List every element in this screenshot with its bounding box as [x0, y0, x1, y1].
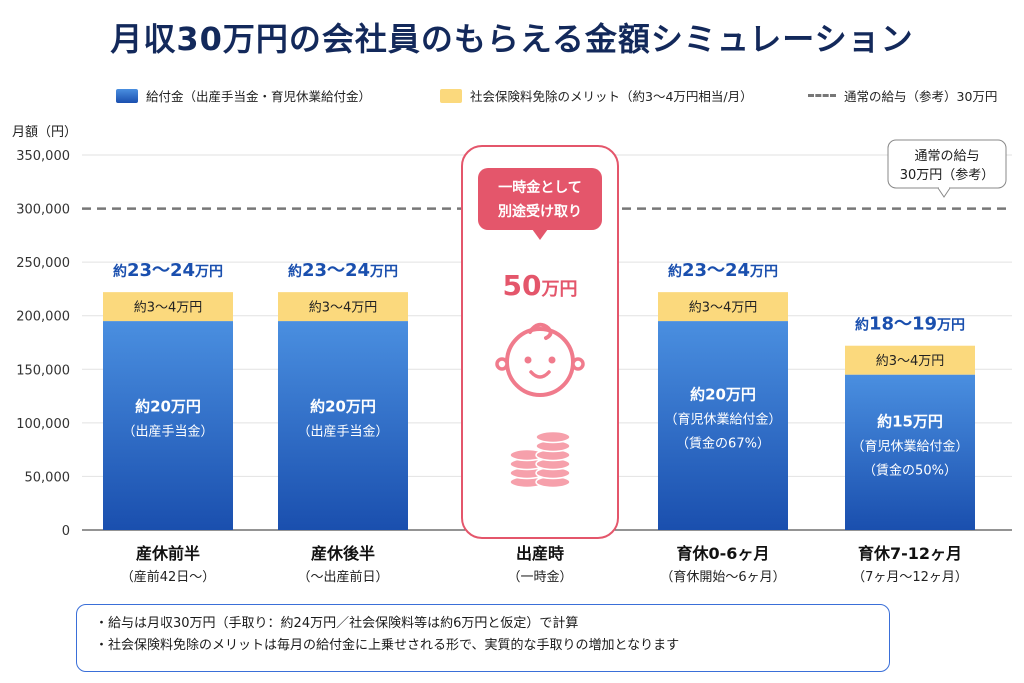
- legend-label-merit: 社会保険料免除のメリット（約3〜4万円相当/月）: [470, 89, 753, 104]
- baby-face-icon: [505, 327, 575, 397]
- y-tick-label: 150,000: [16, 363, 70, 378]
- legend-swatch-benefit: [116, 88, 138, 103]
- y-tick-label: 300,000: [16, 203, 70, 218]
- bar-merit-label: 約3〜4万円: [689, 301, 758, 316]
- note-line: ・社会保険料免除のメリットは毎月の給付金に上乗せされる形で、実質的な手取りの増加…: [95, 638, 680, 653]
- coin-stack-right-icon: [535, 430, 571, 444]
- bar-benefit-label: （育児休業給付金）: [851, 438, 968, 454]
- bar-benefit-label: 約20万円: [310, 398, 376, 416]
- bar-total-label: 約23〜24万円: [668, 260, 778, 281]
- legend-swatch-reference: [808, 94, 836, 97]
- bar-benefit-label: 約20万円: [690, 386, 756, 404]
- y-tick-label: 350,000: [16, 149, 70, 164]
- bar-total-label: 約23〜24万円: [288, 260, 398, 281]
- bar-merit-label: 約3〜4万円: [134, 301, 203, 316]
- x-tick-sublabel: （〜出産前日）: [297, 569, 388, 585]
- y-tick-label: 200,000: [16, 310, 70, 325]
- x-tick-sublabel: （育休開始〜6ヶ月）: [660, 569, 785, 585]
- x-tick-label: 産休前半: [136, 544, 200, 563]
- lump-sum-bubble-line2: 別途受け取り: [497, 203, 582, 220]
- chart-title: 月収30万円の会社員のもらえる金額シミュレーション: [110, 20, 914, 58]
- bar-merit-label: 約3〜4万円: [876, 354, 945, 369]
- x-tick-sublabel: （7ヶ月〜12ヶ月）: [852, 570, 968, 585]
- bar-benefit-label: （賃金の67%）: [676, 436, 770, 452]
- lump-sum-bubble-pointer: [532, 229, 548, 240]
- reference-callout-line2: 30万円（参考）: [900, 167, 995, 183]
- bar-merit: [103, 292, 233, 322]
- chart-plot: 0 50,000 100,000 150,000 200,000 250,000 300,0…: [16, 139, 1012, 585]
- legend: 給付金（出産手当金・育児休業給付金） 社会保険料免除のメリット（約3〜4万円相当…: [0, 86, 1024, 106]
- bar-benefit: [658, 321, 788, 530]
- bar-benefit: [103, 321, 233, 530]
- note-line: ・給与は月収30万円（手取り：約24万円／社会保険料等は約6万円と仮定）で計算: [95, 616, 579, 631]
- baby-ear-left: [495, 357, 509, 371]
- lump-sum-bubble-line1: 一時金として: [498, 179, 582, 196]
- baby-eye-right: [548, 356, 556, 364]
- y-tick-label: 50,000: [25, 470, 71, 485]
- legend-label-benefit: 給付金（出産手当金・育児休業給付金）: [146, 89, 372, 104]
- baby-ear-right: [571, 357, 585, 371]
- bar-benefit: [278, 321, 408, 530]
- bar-merit: [278, 292, 408, 322]
- reference-callout-line1: 通常の給与: [914, 149, 979, 164]
- x-tick-label: 育休7-12ヶ月: [858, 544, 962, 563]
- baby-hair-curl: [528, 322, 553, 340]
- bar-merit: [845, 345, 975, 375]
- bar-benefit-label: 約20万円: [135, 398, 201, 416]
- x-tick-sublabel: （一時金）: [507, 569, 572, 585]
- bar-benefit-label: （出産手当金）: [122, 424, 213, 440]
- x-tick-label: 育休0-6ヶ月: [677, 544, 770, 563]
- bar-benefit-label: （育児休業給付金）: [664, 412, 781, 428]
- bar-benefit-label: 約15万円: [877, 412, 943, 430]
- x-tick-label: 出産時: [516, 544, 564, 563]
- baby-eye-left: [524, 356, 532, 364]
- notes-box: ・給与は月収30万円（手取り：約24万円／社会保険料等は約6万円と仮定）で計算 …: [76, 604, 890, 672]
- legend-item-merit: 社会保険料免除のメリット（約3〜4万円相当/月）: [440, 86, 753, 105]
- lump-sum-bubble: [478, 168, 602, 230]
- lump-sum-value: 50万円: [503, 269, 578, 302]
- reference-callout-pointer: [937, 187, 951, 198]
- y-tick-label: 250,000: [16, 256, 70, 271]
- bar-benefit-label: （賃金の50%）: [863, 462, 957, 478]
- bar-total-label: 約23〜24万円: [113, 260, 223, 281]
- y-axis-label: 月額（円）: [12, 125, 78, 140]
- bar-benefit: [845, 374, 975, 530]
- x-tick-sublabel: （産前42日〜）: [121, 569, 216, 585]
- bar-total-label: 約18〜19万円: [855, 314, 965, 335]
- legend-item-benefit: 給付金（出産手当金・育児休業給付金）: [116, 86, 371, 105]
- legend-label-reference: 通常の給与（参考）30万円: [844, 89, 998, 104]
- bar-merit-label: 約3〜4万円: [309, 301, 378, 316]
- legend-item-reference: 通常の給与（参考）30万円: [808, 86, 997, 105]
- y-tick-label: 100,000: [16, 417, 70, 432]
- legend-swatch-merit: [440, 88, 462, 103]
- baby-smile: [529, 370, 551, 379]
- y-tick-label: 0: [62, 524, 70, 539]
- x-tick-label: 産休後半: [311, 544, 375, 563]
- bar-merit: [658, 292, 788, 322]
- bar-benefit-label: （出産手当金）: [297, 424, 388, 440]
